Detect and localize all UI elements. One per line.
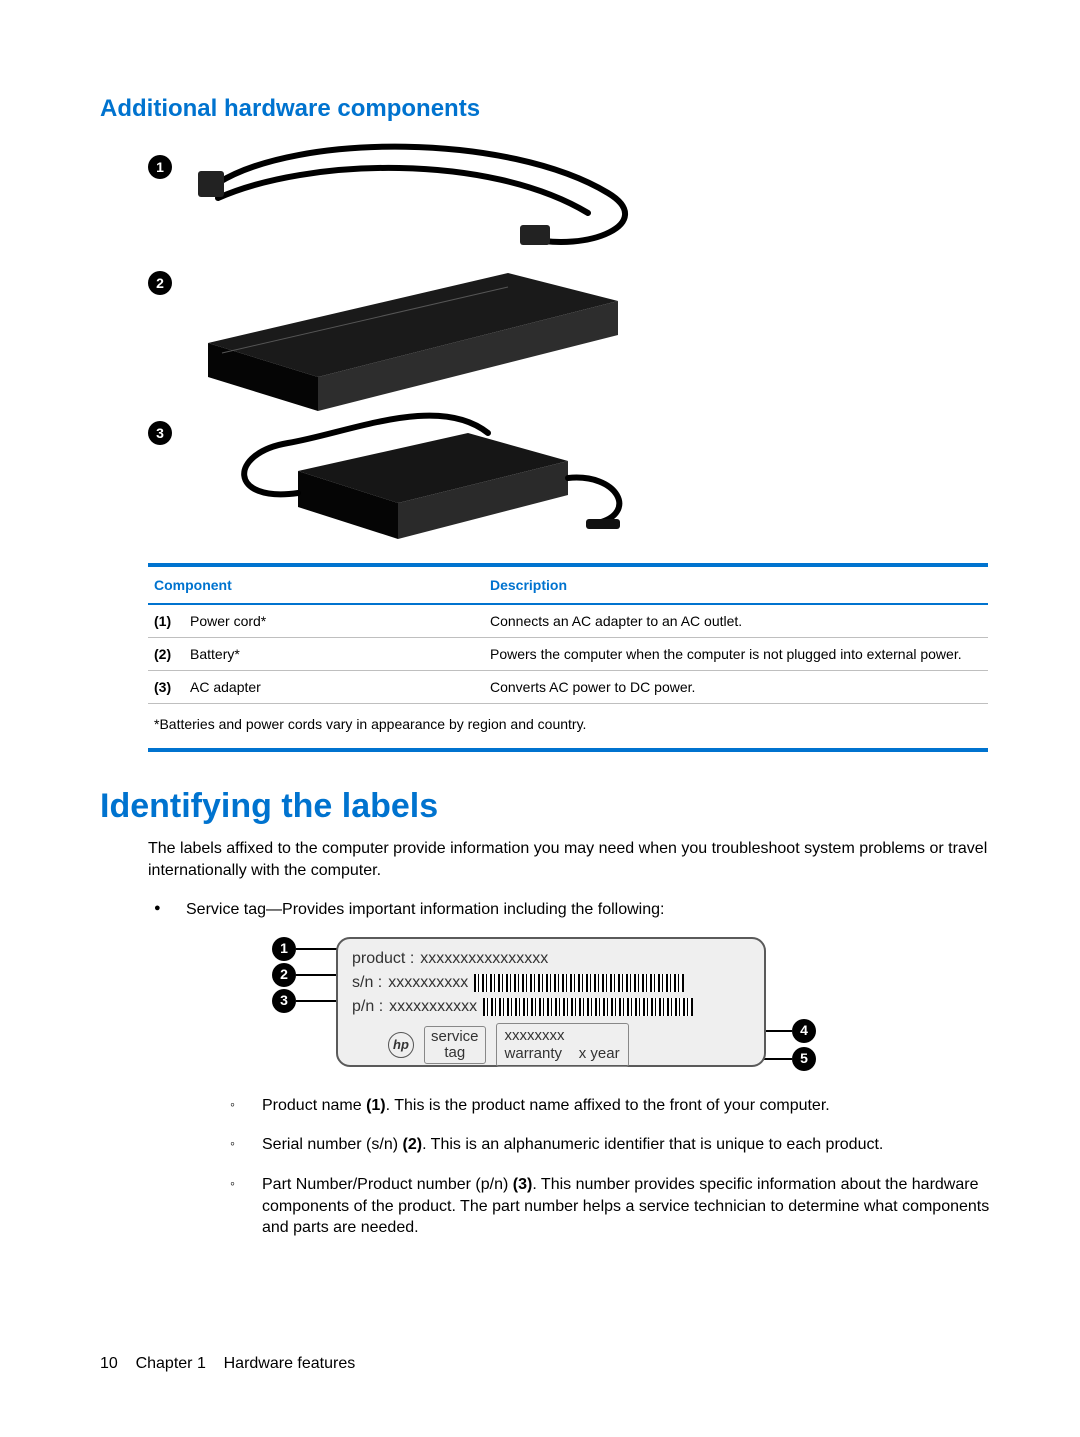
- callout-2-icon: 2: [148, 271, 172, 295]
- sub-item-product-name: Product name (1). This is the product na…: [224, 1095, 990, 1117]
- tag-svc-code: xxxxxxxx: [505, 1027, 620, 1045]
- tag-product-label: product :: [352, 948, 414, 970]
- row-name: Battery*: [184, 638, 484, 671]
- components-table: Component Description (1) Power cord* Co…: [148, 563, 988, 752]
- barcode-icon: [474, 974, 684, 992]
- footnote-text: *Batteries and power cords vary in appea…: [148, 704, 988, 747]
- tag-sn-value: xxxxxxxxxx: [388, 972, 468, 994]
- tag-service-label: service tag: [424, 1026, 486, 1064]
- row-desc: Converts AC power to DC power.: [484, 671, 988, 704]
- chapter-title: Hardware features: [224, 1355, 356, 1372]
- tag-service-values: xxxxxxxx warranty x year: [496, 1023, 629, 1067]
- hp-logo-icon: hp: [388, 1032, 414, 1058]
- section-heading-labels: Identifying the labels: [100, 787, 990, 826]
- tag-pn-value: xxxxxxxxxxx: [389, 996, 477, 1018]
- tag-warranty-label: warranty: [505, 1045, 563, 1062]
- tag-callout-1-icon: 1: [272, 937, 296, 961]
- tag-callout-5-icon: 5: [792, 1047, 816, 1071]
- barcode-icon: [483, 998, 693, 1016]
- page-footer: 10 Chapter 1 Hardware features: [100, 1355, 355, 1373]
- tag-callout-2-icon: 2: [272, 963, 296, 987]
- table-row: (3) AC adapter Converts AC power to DC p…: [148, 671, 988, 704]
- section-heading-hardware: Additional hardware components: [100, 95, 990, 123]
- sub-item-serial-number: Serial number (s/n) (2). This is an alph…: [224, 1134, 990, 1156]
- tag-pn-label: p/n :: [352, 996, 383, 1018]
- table-footnote: *Batteries and power cords vary in appea…: [148, 704, 988, 747]
- labels-intro: The labels affixed to the computer provi…: [148, 838, 990, 881]
- row-desc: Powers the computer when the computer is…: [484, 638, 988, 671]
- callout-1-icon: 1: [148, 155, 172, 179]
- row-name: Power cord*: [184, 604, 484, 638]
- tag-product-value: xxxxxxxxxxxxxxxx: [420, 948, 548, 970]
- row-desc: Connects an AC adapter to an AC outlet.: [484, 604, 988, 638]
- callout-3-icon: 3: [148, 421, 172, 445]
- row-index: (2): [148, 638, 184, 671]
- row-name: AC adapter: [184, 671, 484, 704]
- th-description: Description: [484, 567, 988, 604]
- tag-sn-label: s/n :: [352, 972, 382, 994]
- table-row: (1) Power cord* Connects an AC adapter t…: [148, 604, 988, 638]
- bullet-service-tag: Service tag—Provides important informati…: [148, 899, 990, 1081]
- tag-callout-3-icon: 3: [272, 989, 296, 1013]
- service-tag-box: product : xxxxxxxxxxxxxxxx s/n : xxxxxxx…: [336, 937, 766, 1067]
- table-row: (2) Battery* Powers the computer when th…: [148, 638, 988, 671]
- chapter-label: Chapter 1: [136, 1355, 206, 1372]
- hardware-illustration: 1 2 3: [148, 143, 668, 543]
- sub-item-part-number: Part Number/Product number (p/n) (3). Th…: [224, 1174, 990, 1239]
- tag-warranty-value: x year: [579, 1045, 620, 1062]
- row-index: (1): [148, 604, 184, 638]
- service-tag-illustration: 1 2 3 4 5 product : xxxxxxxxxxxxxxxx: [272, 931, 832, 1081]
- row-index: (3): [148, 671, 184, 704]
- th-component: Component: [148, 567, 484, 604]
- page-number: 10: [100, 1355, 118, 1372]
- tag-callout-4-icon: 4: [792, 1019, 816, 1043]
- bullet-text: Service tag—Provides important informati…: [186, 901, 664, 918]
